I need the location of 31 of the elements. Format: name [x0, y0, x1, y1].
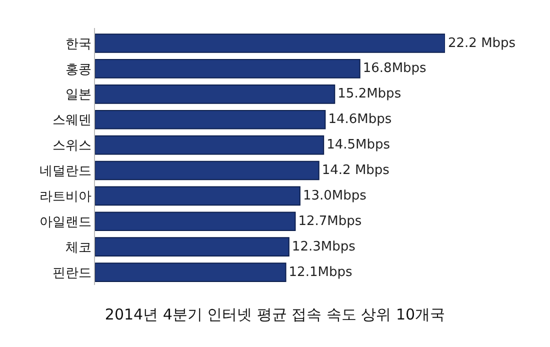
data-label: 12.7Mbps [298, 214, 362, 229]
y-tick-label: 스웨덴 [52, 113, 92, 128]
y-tick-label: 일본 [65, 88, 92, 103]
y-tick-label: 네덜란드 [39, 164, 92, 180]
data-label: 12.1Mbps [288, 264, 352, 280]
data-label: 14.5Mbps [326, 138, 390, 153]
y-tick-label: 라트비아 [39, 189, 92, 204]
data-label: 13.0Mbps [302, 188, 367, 204]
bar [95, 237, 290, 256]
data-label: 15.2Mbps [338, 86, 402, 102]
bar [95, 110, 326, 130]
bar [95, 186, 300, 206]
y-tick-label: 아일랜드 [39, 214, 92, 230]
y-tick-label: 한국 [65, 36, 92, 52]
data-label: 14.6Mbps [328, 112, 392, 128]
bar [95, 262, 286, 282]
data-label: 16.8Mbps [362, 61, 427, 76]
y-tick-label: 스위스 [52, 138, 92, 154]
bar [95, 160, 320, 180]
data-label: 12.3Mbps [292, 239, 356, 254]
y-tick-label: 체코 [65, 240, 92, 256]
text: 2014년 4분기 인터넷 평균 접속 속도 상위 10개국 [104, 305, 446, 324]
bar [95, 135, 324, 155]
y-tick-label: 홍콩 [65, 62, 92, 78]
bar [95, 212, 296, 232]
bar [95, 84, 336, 104]
y-tick-label: 핀란드 [52, 266, 92, 281]
data-label: 22.2 Mbps [448, 36, 516, 51]
bar [95, 34, 445, 53]
bar [95, 59, 360, 78]
data-label: 14.2 Mbps [322, 162, 390, 178]
